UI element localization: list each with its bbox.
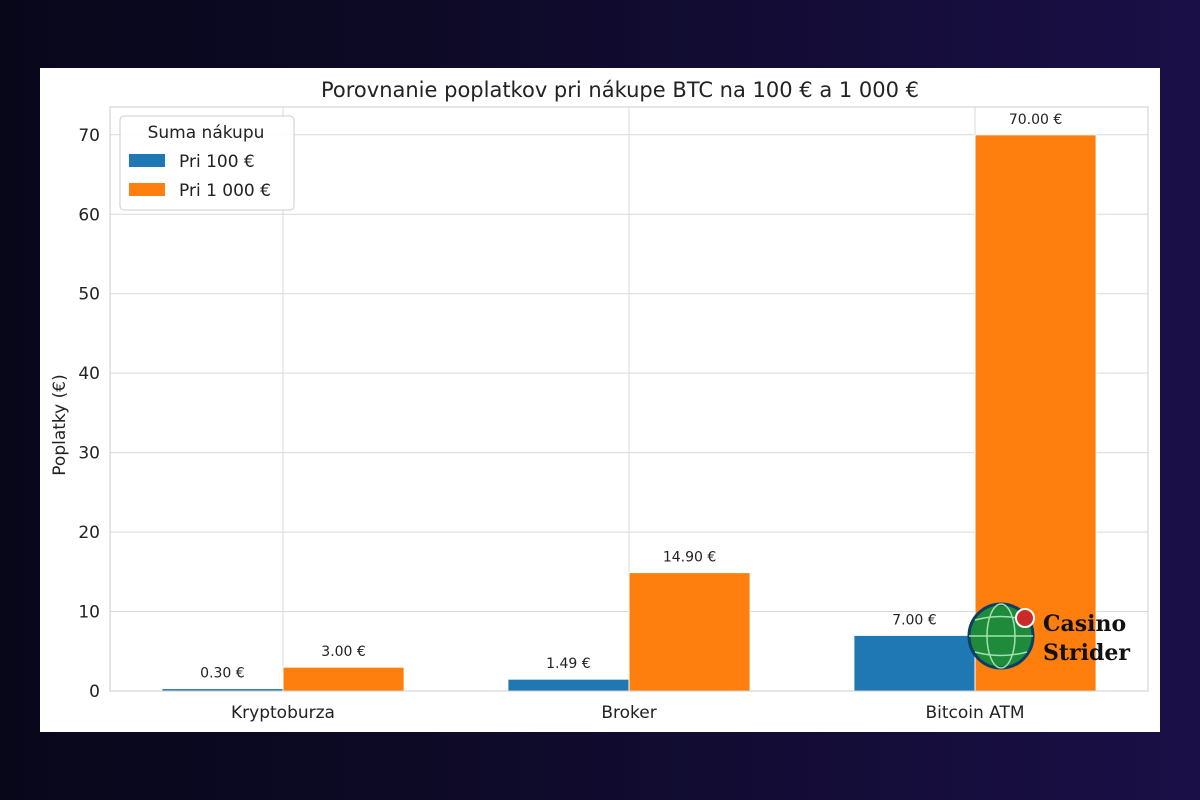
y-tick-label: 60: [78, 205, 100, 225]
y-tick-label: 40: [78, 364, 100, 384]
data-labels: 0.30 € 1.49 € 7.00 € 3.00 € 14.90 € 70.00 €: [200, 112, 1062, 682]
y-tick-label: 50: [78, 285, 100, 305]
plot-frame: [109, 106, 1149, 692]
bar-value-label: 7.00 €: [892, 612, 937, 628]
casino-strider-logo: Casino Strider: [967, 602, 1130, 670]
bar-value-label: 0.30 €: [200, 666, 245, 682]
ticks: 0 10 20 30 40 50 60 70 Kryptoburza Broker Bitcoin …: [78, 126, 1024, 723]
y-tick-label: 10: [78, 603, 100, 623]
x-tick-label: Kryptoburza: [231, 703, 335, 723]
x-tick-label: Bitcoin ATM: [925, 703, 1024, 723]
bar-pri-100: [853, 634, 976, 692]
bar-pri-1000: [282, 666, 405, 692]
y-tick-label: 0: [89, 682, 100, 702]
bar-value-label: 3.00 €: [321, 644, 366, 660]
chart-title: Porovnanie poplatkov pri nákupe BTC na 1…: [321, 78, 919, 102]
legend-swatch-pri-100: [129, 154, 165, 167]
bar-value-label: 1.49 €: [546, 656, 591, 672]
bar-chart: Porovnanie poplatkov pri nákupe BTC na 1…: [50, 78, 1149, 723]
bar-value-label: 14.90 €: [663, 550, 716, 566]
y-tick-label: 30: [78, 444, 100, 464]
bar-value-label: 70.00 €: [1009, 112, 1062, 128]
y-tick-label: 20: [78, 523, 100, 543]
legend-title: Suma nákupu: [148, 123, 265, 143]
bar-pri-1000: [628, 572, 751, 692]
logo-text-casino: Casino: [1043, 611, 1126, 637]
bar-pri-1000: [974, 134, 1097, 692]
legend-label-pri-100: Pri 100 €: [179, 152, 255, 172]
legend-label-pri-1000: Pri 1 000 €: [179, 181, 271, 201]
legend-swatch-pri-1000: [129, 183, 165, 196]
chart-card: Porovnanie poplatkov pri nákupe BTC na 1…: [40, 68, 1160, 732]
logo-text-strider: Strider: [1043, 640, 1130, 666]
bars: [161, 134, 1097, 692]
y-tick-label: 70: [78, 126, 100, 146]
x-tick-label: Broker: [601, 703, 656, 723]
legend: Suma nákupu Pri 100 € Pri 1 000 €: [119, 115, 295, 211]
globe-icon: [967, 602, 1035, 670]
y-axis-label: Poplatky (€): [50, 374, 70, 475]
bar-pri-100: [507, 678, 630, 692]
